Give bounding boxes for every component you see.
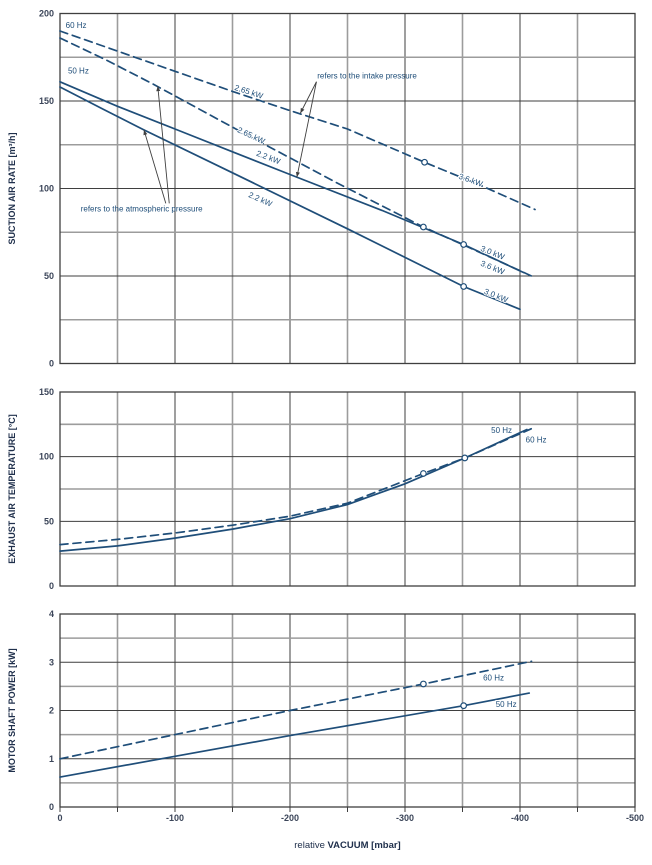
curve-label-60-hz: 60 Hz [526,436,547,445]
annotation-arrowhead [156,86,161,92]
curve-label-50-hz: 50 Hz [68,66,89,75]
y-axis-title-exhaust-air-temperature: EXHAUST AIR TEMPERATURE [°C] [7,414,17,564]
panel-suction-air-rate: 60 Hz 50 Hz 2.65 kW 2.65 kW 2.2 kW 2.2 kW 3.6 … [7,9,636,369]
transition-marker [420,223,427,231]
x-tick-label: 0 [57,813,62,823]
x-tick-label: -200 [281,813,299,823]
gridlines [60,392,635,586]
curve-60-hz-referred-to-atmospheric-pressure [59,37,533,277]
transition-marker [460,241,468,248]
x-tick-label: -100 [166,813,184,823]
curve-label-2-2-kw: 2.2 kW [255,149,282,166]
annotation-text-intake-pressure: refers to the intake pressure [317,72,417,81]
annotation-arrowhead [295,171,300,178]
plot-frame [59,12,636,365]
annotation-arrow-line [157,86,170,204]
y-tick-label: 150 [39,96,54,106]
y-tick-label: 3 [49,657,54,667]
transition-marker [460,283,468,290]
x-tick-label: -500 [626,813,644,823]
transition-marker [421,158,428,166]
y-tick-label: 0 [49,359,54,369]
x-axis-title: relative VACUUM [mbar] [294,840,400,851]
transition-marker [460,702,468,710]
transition-marker [461,454,469,462]
curve-label-2-65-kw: 2.65 kW [236,125,267,146]
y-axis-title-suction-air-rate: SUCTION AIR RATE [m³/h] [7,133,17,245]
y-tick-label: 1 [49,754,54,764]
x-tick-label: -400 [511,813,529,823]
curve-50-hz [59,692,531,778]
curve-60-hz [59,660,533,760]
transition-marker [420,470,427,477]
annotation-arrow-line [143,129,167,204]
annotation-intake-pressure: refers to the intake pressure [295,72,417,178]
annotation-arrow-line [296,81,317,178]
y-tick-label: 150 [39,387,54,397]
y-tick-label: 50 [44,516,54,526]
transition-marker [420,680,427,688]
y-tick-label: 50 [44,271,54,281]
y-tick-label: 100 [39,184,54,194]
annotation-atmospheric-pressure: refers to the atmospheric pressure [81,86,203,214]
annotation-text-atmospheric-pressure: refers to the atmospheric pressure [81,205,203,214]
curve-50-hz-referred-to-intake-pressure [59,80,525,274]
curve-label-3-6-kw: 3.6 kW [457,172,484,189]
panel-motor-shaft-power: 60 Hz 50 Hz 0 1 2 3 4 MOTOR SHAFT POWER [kW] [7,609,636,812]
annotation-arrow-line [299,81,317,114]
curve-50-hz [59,428,528,552]
annotation-arrowhead [300,107,305,114]
y-axis-title-motor-shaft-power: MOTOR SHAFT POWER [kW] [7,648,17,772]
curve-label-50-hz: 50 Hz [491,426,512,435]
curve-60-hz-referred-to-intake-pressure [59,30,536,211]
y-tick-label: 0 [49,802,54,812]
plot-frame [59,391,636,587]
curve-label-2-2-kw: 2.2 kW [247,190,274,209]
curve-label-3-0-kw: 3.0 kW [483,287,510,305]
curve-label-2-65-kw: 2.65 kW [233,83,264,101]
y-tick-label: 200 [39,9,54,19]
curve-label-50-hz: 50 Hz [496,700,517,709]
y-tick-label: 100 [39,452,54,462]
x-tick-label: -300 [396,813,414,823]
panel-exhaust-air-temperature: 50 Hz 60 Hz 0 50 100 150 EXHAUST AIR TEMPERATU… [7,387,636,591]
y-tick-label: 0 [49,581,54,591]
curve-label-60-hz: 60 Hz [66,21,87,30]
gridlines [60,614,635,807]
x-axis: 0 -100 -200 -300 -400 -500 relative VACUUM [mb… [57,807,644,851]
annotation-arrowhead [143,129,148,136]
curve-label-60-hz: 60 Hz [483,673,504,682]
y-tick-label: 4 [49,609,54,619]
y-tick-label: 2 [49,706,54,716]
